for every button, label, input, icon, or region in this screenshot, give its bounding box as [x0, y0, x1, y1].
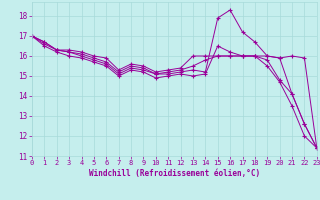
X-axis label: Windchill (Refroidissement éolien,°C): Windchill (Refroidissement éolien,°C) — [89, 169, 260, 178]
